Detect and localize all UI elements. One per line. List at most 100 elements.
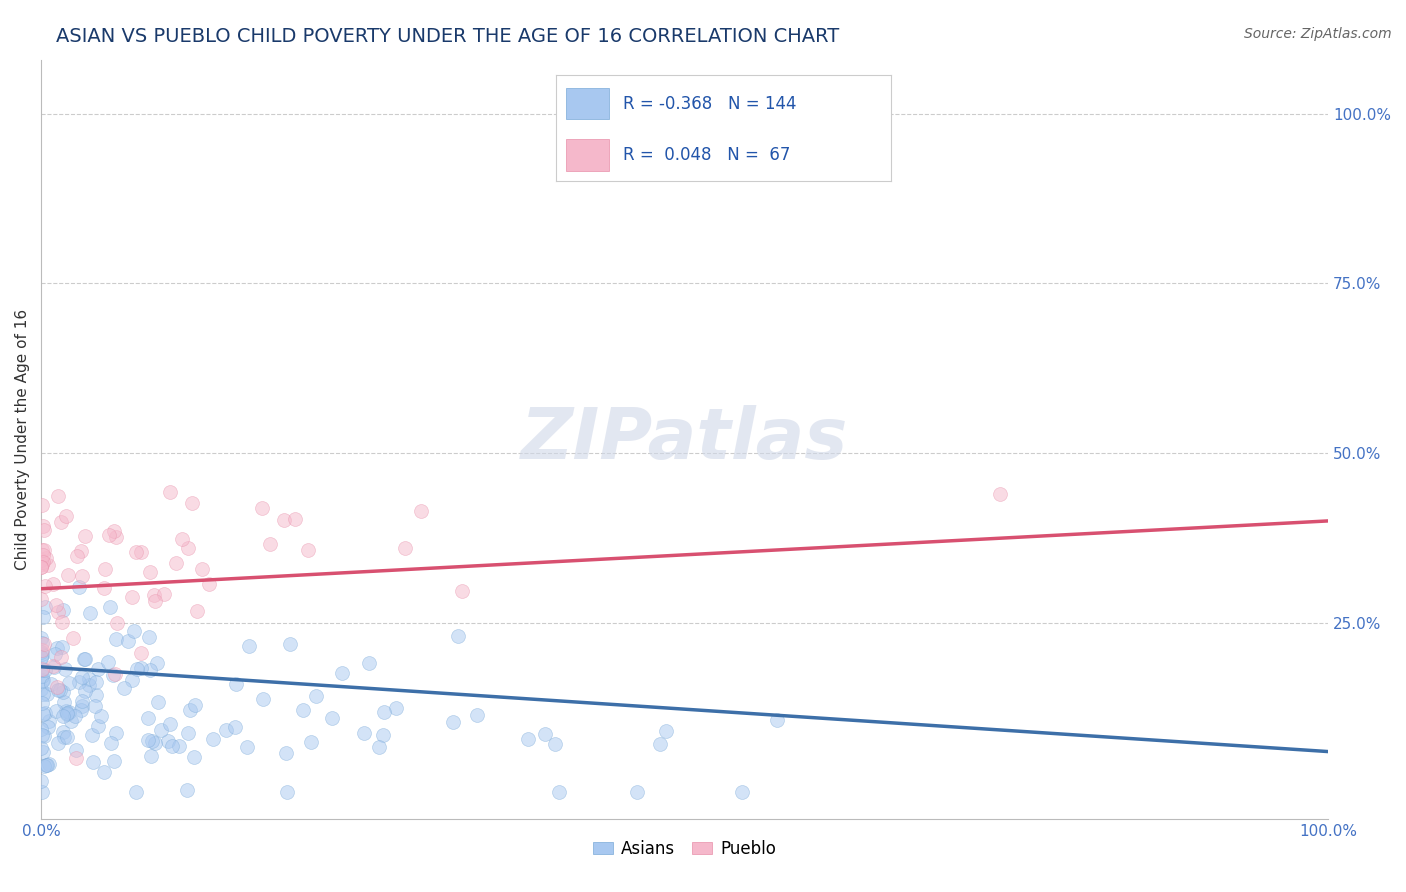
Point (299, 735, 322, 749)
Point (65, 708, 87, 723)
Point (31, 728, 53, 742)
Point (31, 785, 53, 799)
Point (31, 745, 53, 759)
Point (138, 630, 160, 644)
Point (38, 714, 60, 728)
Point (48, 682, 70, 697)
Point (55, 508, 77, 523)
Point (56, 707, 79, 722)
Point (83, 699, 105, 714)
Point (62, 631, 84, 645)
Point (46, 680, 69, 694)
Point (49, 682, 72, 697)
Point (321, 711, 343, 725)
Point (30, 591, 52, 606)
Point (31, 557, 53, 571)
Point (73, 652, 96, 666)
Point (129, 661, 152, 675)
Point (103, 754, 125, 768)
Point (52, 725, 75, 739)
Point (105, 632, 128, 647)
Point (766, 713, 789, 727)
Text: ASIAN VS PUEBLO CHILD POVERTY UNDER THE AGE OF 16 CORRELATION CHART: ASIAN VS PUEBLO CHILD POVERTY UNDER THE … (56, 27, 839, 45)
Point (42, 658, 65, 673)
Point (51, 515, 73, 529)
Point (93, 581, 115, 595)
Point (274, 746, 297, 760)
Point (30, 560, 52, 574)
Point (44, 660, 66, 674)
Point (32, 543, 55, 558)
Point (105, 615, 128, 630)
Point (202, 731, 225, 746)
Point (98, 599, 121, 614)
Point (441, 714, 464, 729)
Point (332, 666, 354, 681)
Point (35, 687, 58, 701)
Point (626, 785, 648, 799)
Y-axis label: Child Poverty Under the Age of 16: Child Poverty Under the Age of 16 (15, 309, 30, 570)
Point (51, 615, 73, 629)
Point (409, 504, 432, 518)
Point (31, 548, 53, 562)
Point (77, 678, 100, 692)
Point (373, 705, 395, 719)
Point (79, 606, 101, 620)
Point (30, 645, 52, 659)
Point (52, 709, 75, 723)
Point (731, 785, 754, 799)
Point (165, 556, 187, 570)
Point (53, 730, 76, 744)
Point (84, 688, 107, 702)
Point (129, 646, 152, 660)
Point (55, 706, 77, 721)
Point (75, 529, 97, 543)
Point (90, 708, 112, 723)
Point (143, 594, 166, 608)
Point (53, 662, 76, 676)
Point (30, 740, 52, 755)
Point (34, 579, 56, 593)
Point (34, 599, 56, 614)
Point (49, 650, 72, 665)
Point (304, 689, 326, 703)
Point (278, 638, 301, 652)
Point (179, 703, 201, 717)
Point (32, 524, 55, 538)
Point (121, 591, 143, 605)
Point (191, 562, 214, 576)
Point (181, 496, 204, 510)
Point (30, 553, 52, 567)
Point (100, 736, 122, 750)
Point (465, 708, 488, 723)
Point (184, 698, 207, 713)
Point (84, 675, 107, 690)
Point (46, 489, 69, 503)
Point (31, 542, 53, 557)
Point (31, 663, 53, 677)
Point (58, 706, 80, 720)
Point (55, 704, 77, 718)
Point (183, 750, 205, 764)
Point (30, 560, 52, 574)
Point (35, 551, 58, 566)
Point (648, 737, 671, 751)
Point (34, 636, 56, 650)
Point (41, 576, 63, 591)
Point (87, 662, 110, 676)
Point (139, 566, 162, 580)
Point (70, 569, 93, 583)
Legend: Asians, Pueblo: Asians, Pueblo (586, 833, 783, 864)
Point (32, 759, 55, 773)
Point (177, 541, 200, 556)
Point (101, 667, 124, 681)
Point (160, 739, 183, 753)
Point (516, 731, 538, 746)
Point (31, 556, 53, 570)
Point (236, 740, 259, 755)
Point (121, 673, 143, 687)
Point (51, 640, 73, 655)
Point (104, 666, 127, 681)
Point (55, 730, 77, 744)
Point (176, 782, 198, 797)
